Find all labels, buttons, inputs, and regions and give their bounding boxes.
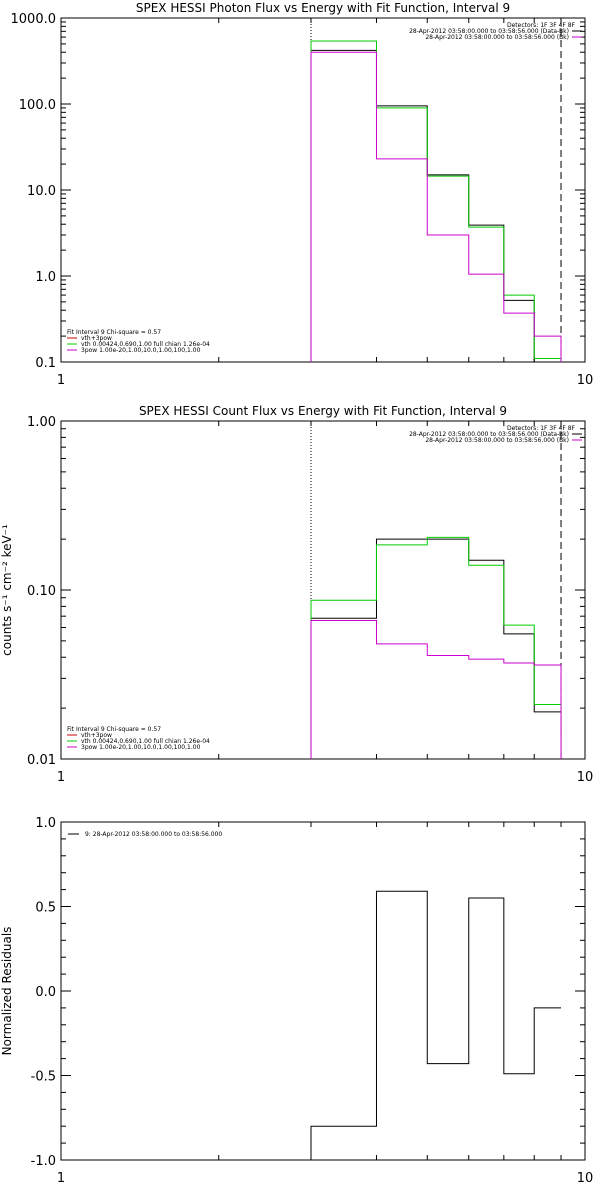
series-line [310,538,562,759]
series-1 [310,890,562,1160]
x-tick-label: 1 [57,373,65,388]
x-tick-label: 1 [57,770,65,785]
fit-legend-entry: 3pow 1.00e-20,1.00,10.0,1.00,100,1.00 [81,347,201,354]
series-line [310,619,562,759]
y-axis-label: counts s⁻¹ cm⁻² keV⁻¹ [0,524,14,656]
y-tick-label: 100.0 [19,98,56,113]
series-1 [310,49,562,363]
series-line [310,536,562,759]
series-line [310,890,562,1160]
chart-title: SPEX HESSI Count Flux vs Energy with Fit… [139,404,507,418]
y-tick-label: 0.1 [35,356,56,371]
series-line [310,51,562,362]
plot-frame [60,821,586,1161]
fit-legend-entry: vth+3pow [81,335,112,342]
y-tick-label: -0.5 [31,1070,56,1085]
series-1 [310,538,562,759]
chart-panel-1: 1 10 0.1 1.0 10.0 100.0 1000.0 SPEX HESSI Photo… [11,1,594,388]
fit-legend-header: Fit Interval 9 Chi-square = 0.57 [67,726,161,733]
y-tick-label: 0.01 [27,753,56,768]
series-3 [310,51,562,362]
x-tick-label: 10 [577,770,594,785]
y-tick-label: 1.00 [27,415,56,430]
legend-entry: 28-Apr-2012 03:58:00.000 to 03:58:56.000… [425,34,569,41]
series-2 [310,40,562,362]
chart-panel-2: 1 10 0.01 0.10 1.00 SPEX HESSI Count Flux vs … [0,404,593,785]
legend-header: Detectors: 1F 3F 4F 8F [507,425,576,432]
chart-title: SPEX HESSI Photon Flux vs Energy with Fi… [136,1,510,15]
x-tick-label: 10 [577,373,594,388]
legend-header: Detectors: 1F 3F 4F 8F [507,22,576,29]
y-axis-label: Normalized Residuals [0,927,14,1056]
y-tick-label: 10.0 [27,184,56,199]
series-3 [310,619,562,759]
fit-legend-entry: vth+3pow [81,732,112,739]
y-tick-label: 0.0 [35,985,56,1000]
plot-frame [60,420,586,760]
x-tick-label: 10 [577,1171,594,1186]
x-tick-label: 1 [57,1171,65,1186]
series-2 [310,536,562,759]
chart-panel-3: 1 10 -1.0 -0.5 0.0 0.5 1.0 Normalized Residuals… [0,816,593,1186]
legend-entry: 28-Apr-2012 03:58:00.000 to 03:58:56.000… [409,431,569,438]
y-tick-label: 1.0 [35,270,56,285]
y-tick-label: 0.5 [35,901,56,916]
y-tick-label: 1000.0 [11,12,57,27]
fit-legend-entry: vth 0.00424,0.690,1.00 full chian 1.26e-… [81,738,210,745]
plot-frame [60,17,586,363]
fit-legend-header: Fit Interval 9 Chi-square = 0.57 [67,329,161,336]
fit-legend-entry: 3pow 1.00e-20,1.00,10.0,1.00,100,1.00 [81,744,201,751]
series-line [310,49,562,363]
fit-legend-entry: vth 0.00424,0.690,1.00 full chian 1.26e-… [81,341,210,348]
y-tick-label: 1.0 [35,816,56,831]
legend-entry: 9: 28-Apr-2012 03:58:00.000 to 03:58:56.… [85,831,222,838]
y-tick-label: -1.0 [31,1154,56,1169]
series-line [310,40,562,362]
legend-entry: 28-Apr-2012 03:58:00.000 to 03:58:56.000… [425,437,569,444]
y-tick-label: 0.10 [27,584,56,599]
legend-entry: 28-Apr-2012 03:58:00.000 to 03:58:56.000… [409,28,569,35]
